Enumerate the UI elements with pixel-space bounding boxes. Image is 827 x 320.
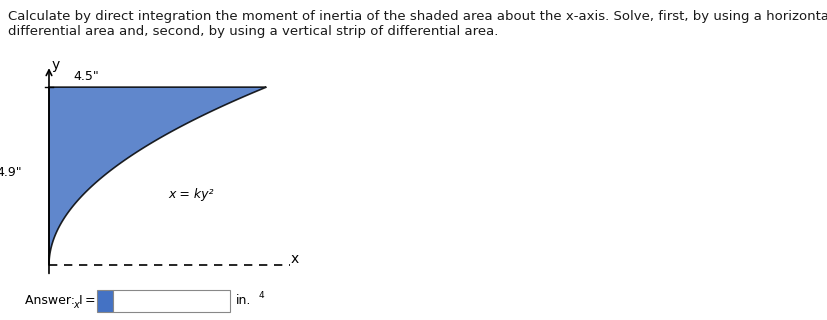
Text: 4: 4 — [259, 292, 264, 300]
Text: in.: in. — [236, 294, 251, 307]
Text: 4.9": 4.9" — [0, 166, 22, 179]
Text: x: x — [290, 252, 299, 267]
Text: =: = — [81, 294, 95, 307]
Bar — [112, 290, 230, 312]
Text: x: x — [74, 300, 79, 310]
Text: Calculate by direct integration the moment of inertia of the shaded area about t: Calculate by direct integration the mome… — [8, 10, 827, 38]
Bar — [98, 290, 113, 312]
Text: Answer: I: Answer: I — [25, 294, 83, 307]
Polygon shape — [49, 87, 266, 265]
Text: x = ky²: x = ky² — [169, 188, 213, 201]
Text: 4.5": 4.5" — [73, 70, 98, 83]
Text: y: y — [51, 58, 60, 72]
